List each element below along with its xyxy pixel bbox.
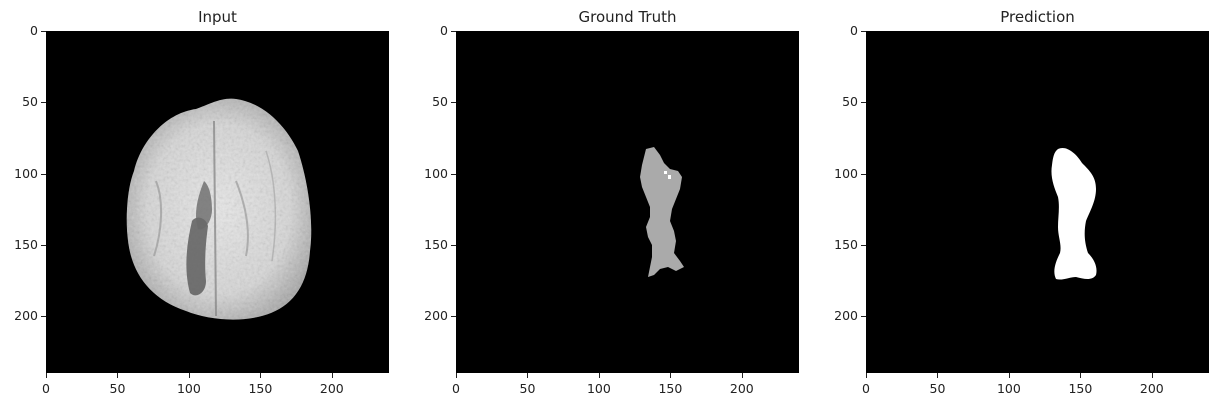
x-tick-label: 100	[996, 381, 1021, 396]
y-tick-mark	[861, 173, 866, 175]
y-tick-mark	[861, 102, 866, 104]
y-tick-label: 200	[14, 308, 38, 323]
x-tick-label: 200	[1139, 381, 1164, 396]
mask-region	[1051, 147, 1097, 280]
brain-mri-image	[126, 98, 312, 320]
x-tick-mark	[331, 373, 333, 378]
x-tick-label: 0	[452, 381, 460, 396]
panel-title: Ground Truth	[578, 8, 677, 26]
panel-prediction: Prediction	[820, 0, 1210, 407]
y-tick-label: 150	[834, 236, 858, 252]
y-tick-label: 100	[424, 165, 448, 181]
brain-shape	[126, 98, 312, 320]
y-tick-mark	[451, 173, 456, 175]
y-tick-mark	[41, 173, 46, 175]
y-tick-mark	[41, 244, 46, 246]
x-tick-mark	[456, 373, 457, 378]
x-tick-label: 150	[1068, 381, 1093, 396]
x-tick-mark	[670, 373, 672, 378]
y-tick-label: 100	[834, 165, 858, 181]
x-tick-mark	[188, 373, 190, 378]
x-tick-mark	[527, 373, 529, 378]
y-tick-label: 200	[424, 308, 448, 323]
x-tick-label: 150	[248, 381, 273, 396]
x-tick-mark	[46, 373, 47, 378]
y-tick-label: 0	[440, 23, 448, 38]
x-tick-label: 50	[109, 381, 126, 396]
x-tick-label: 0	[42, 381, 50, 396]
y-tick-label: 100	[14, 165, 38, 181]
x-tick-label: 200	[729, 381, 754, 396]
y-tick-label: 50	[22, 94, 38, 110]
image-axes	[866, 31, 1209, 373]
y-tick-mark	[41, 316, 46, 317]
panel-title: Prediction	[1000, 8, 1075, 26]
x-tick-label: 50	[519, 381, 536, 396]
x-tick-mark	[741, 373, 743, 378]
x-tick-mark	[937, 373, 939, 378]
y-tick-mark	[451, 102, 456, 104]
y-tick-label: 50	[842, 94, 858, 110]
y-tick-mark	[451, 244, 456, 246]
y-tick-mark	[861, 244, 866, 246]
x-tick-mark	[260, 373, 262, 378]
image-axes	[46, 31, 389, 373]
y-tick-label: 150	[14, 236, 38, 252]
panel-ground-truth: Ground Truth	[410, 0, 800, 407]
y-tick-mark	[861, 31, 866, 32]
x-tick-mark	[598, 373, 600, 378]
x-tick-label: 0	[862, 381, 870, 396]
ground-truth-mask	[640, 147, 684, 277]
y-tick-mark	[41, 31, 46, 32]
y-tick-label: 50	[432, 94, 448, 110]
image-axes	[456, 31, 799, 373]
x-tick-label: 50	[929, 381, 946, 396]
x-tick-mark	[1080, 373, 1082, 378]
y-tick-mark	[451, 31, 456, 32]
y-tick-label: 0	[850, 23, 858, 38]
x-tick-label: 100	[586, 381, 611, 396]
x-tick-mark	[1008, 373, 1010, 378]
panel-input: Input	[0, 0, 390, 407]
y-tick-label: 150	[424, 236, 448, 252]
mask-region	[640, 147, 684, 277]
x-tick-mark	[866, 373, 867, 378]
x-tick-label: 200	[319, 381, 344, 396]
y-tick-mark	[41, 102, 46, 104]
prediction-mask	[1051, 147, 1097, 280]
x-tick-mark	[117, 373, 119, 378]
panel-title: Input	[198, 8, 237, 26]
x-tick-label: 100	[176, 381, 201, 396]
x-tick-mark	[1151, 373, 1153, 378]
x-tick-label: 150	[658, 381, 683, 396]
y-tick-mark	[861, 316, 866, 317]
y-tick-label: 0	[30, 23, 38, 38]
y-tick-label: 200	[834, 308, 858, 323]
y-tick-mark	[451, 316, 456, 317]
